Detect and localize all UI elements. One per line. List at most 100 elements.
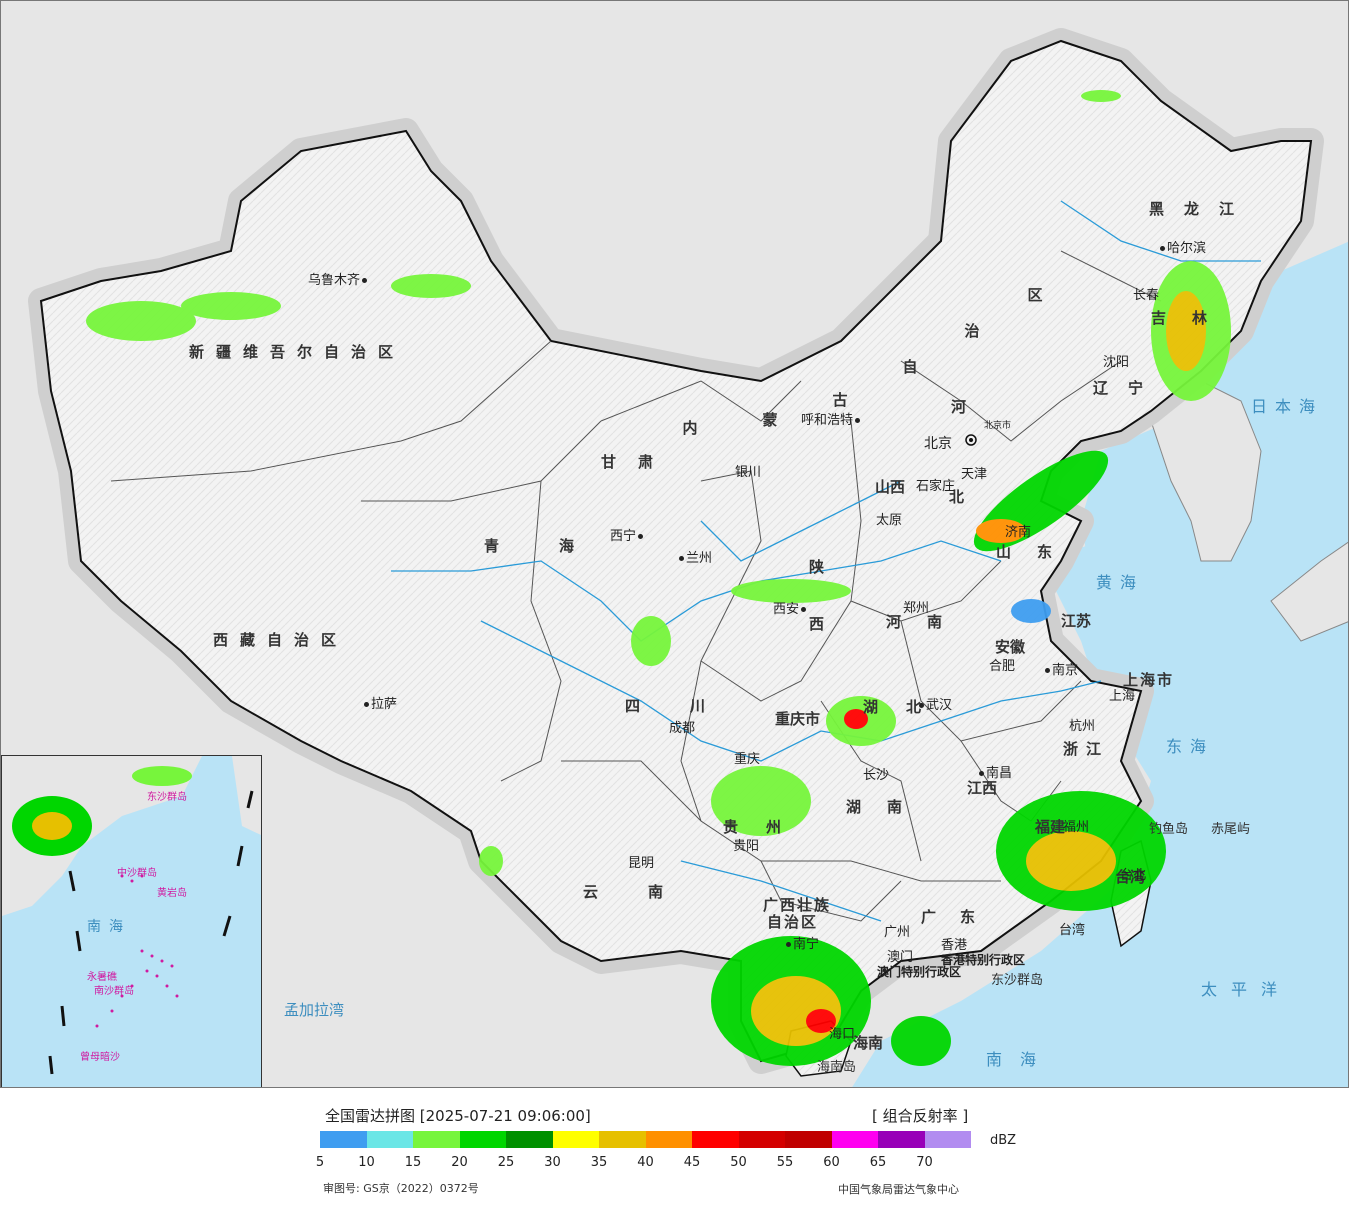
inset-nansha: 南沙群岛 bbox=[94, 986, 134, 997]
city-yinchuan: 银川 bbox=[735, 465, 762, 480]
legend-product: [ 组合反射率 ] bbox=[872, 1107, 969, 1125]
prov-guangdong: 广东 bbox=[921, 908, 1000, 926]
city-lhasa: 拉萨 bbox=[362, 693, 397, 712]
legend-swatch bbox=[599, 1131, 646, 1148]
city-beijing: 北京 bbox=[924, 436, 952, 452]
legend-swatch bbox=[413, 1131, 460, 1148]
prov-zhejiang: 浙江 bbox=[1063, 740, 1110, 758]
city-dot bbox=[679, 556, 684, 561]
island-dongsha: 东沙群岛 bbox=[991, 973, 1044, 988]
echo-heilongjiang bbox=[1081, 90, 1121, 102]
echo-sichuan bbox=[631, 616, 671, 666]
prov-hunan: 湖南 bbox=[846, 798, 929, 816]
prov-yunnan: 云南 bbox=[583, 883, 714, 901]
inset-nine-dash bbox=[48, 790, 254, 1075]
city-dot bbox=[801, 607, 807, 612]
echo-shandong-core bbox=[976, 519, 1026, 543]
legend-swatch bbox=[924, 1131, 971, 1148]
inset-islands bbox=[95, 874, 179, 1028]
prov-guizhou: 贵州 bbox=[723, 818, 810, 836]
rivers bbox=[391, 200, 1261, 922]
city-zhengzhou: 郑州 bbox=[903, 601, 930, 616]
sea-south: 南海 bbox=[986, 1050, 1055, 1069]
prov-guangxi-1: 广西壮族 bbox=[763, 896, 832, 914]
city-chengdu: 成都 bbox=[669, 721, 696, 736]
city-xian: 西安 bbox=[773, 598, 808, 617]
city-dot bbox=[786, 942, 791, 947]
city-dot bbox=[364, 702, 369, 707]
japan-land bbox=[1270, 541, 1348, 642]
legend-swatch bbox=[645, 1131, 692, 1148]
city-taipei: 台北 bbox=[1120, 868, 1147, 883]
legend-tick: 25 bbox=[497, 1155, 515, 1170]
city-changsha: 长沙 bbox=[863, 768, 890, 783]
island-chiwei: 赤尾屿 bbox=[1211, 822, 1251, 837]
legend-swatch bbox=[506, 1131, 553, 1148]
inset-huangyan: 黄岩岛 bbox=[157, 888, 187, 899]
city-nanchang: 南昌 bbox=[977, 762, 1012, 781]
prov-hebei-2: 北 bbox=[949, 488, 965, 506]
echo-xinjiang-west bbox=[86, 301, 196, 341]
legend-swatch bbox=[552, 1131, 599, 1148]
prov-inner-mongolia-4: 自 bbox=[902, 358, 918, 376]
legend-swatch bbox=[878, 1131, 925, 1148]
south-china-sea-inset: 南海 东沙群岛 中沙群岛 黄岩岛 永暑礁 南沙群岛 曾母暗沙 bbox=[1, 755, 262, 1087]
prov-inner-mongolia-3: 古 bbox=[832, 391, 848, 409]
echo-fujian-core bbox=[1026, 831, 1116, 891]
inset-echo-north bbox=[132, 766, 192, 786]
city-hongkong: 香港 bbox=[941, 938, 968, 953]
prov-guangxi-2: 自治区 bbox=[767, 913, 819, 931]
city-kunming: 昆明 bbox=[628, 856, 655, 871]
china-land bbox=[39, 39, 1313, 1063]
city-lanzhou: 兰州 bbox=[677, 547, 712, 566]
inset-dongsha: 东沙群岛 bbox=[147, 792, 187, 803]
prov-anhui: 安徽 bbox=[995, 638, 1026, 656]
inset-south-sea: 南海 bbox=[87, 919, 131, 935]
echo-hubei-core bbox=[844, 709, 868, 729]
prov-shanghai: 上海市 bbox=[1123, 671, 1175, 689]
legend-colorbar bbox=[320, 1131, 971, 1148]
legend-tick: 50 bbox=[730, 1155, 747, 1170]
city-urumqi: 乌鲁木齐 bbox=[308, 269, 369, 288]
prov-henan: 河南 bbox=[886, 613, 969, 631]
echo-jiangsu bbox=[1011, 599, 1051, 623]
inset-land-east bbox=[232, 756, 261, 836]
city-wuhan: 武汉 bbox=[917, 694, 952, 713]
capital-marker-dot bbox=[969, 438, 973, 442]
inset-zhongsha: 中沙群岛 bbox=[117, 868, 157, 879]
city-chongqing: 重庆 bbox=[734, 752, 761, 767]
review-number: 审图号: GS京（2022）0372号 bbox=[323, 1182, 479, 1195]
province-borders bbox=[110, 250, 1162, 922]
legend-swatch bbox=[831, 1131, 878, 1148]
prov-tibet: 西藏自治区 bbox=[213, 631, 349, 649]
legend-tick: 20 bbox=[451, 1155, 468, 1170]
city-dot bbox=[638, 534, 644, 539]
city-nanjing: 南京 bbox=[1043, 659, 1078, 678]
legend-title: 全国雷达拼图 [2025-07-21 09:06:00] bbox=[325, 1107, 591, 1125]
city-tianjin: 天津 bbox=[961, 467, 988, 482]
prov-jilin: 吉林 bbox=[1151, 309, 1234, 327]
city-haikou: 海口 bbox=[829, 1027, 856, 1042]
city-guiyang: 贵阳 bbox=[733, 839, 760, 854]
echo-hainan-core bbox=[806, 1009, 836, 1033]
city-hohhot: 呼和浩特 bbox=[801, 409, 862, 428]
island-diaoyu: 钓鱼岛 bbox=[1149, 822, 1189, 837]
legend-tick: 70 bbox=[916, 1155, 933, 1170]
prov-liaoning: 辽宁 bbox=[1093, 379, 1164, 397]
legend-tick: 60 bbox=[823, 1155, 840, 1170]
inset-yongshu: 永暑礁 bbox=[87, 972, 117, 983]
city-shenyang: 沈阳 bbox=[1103, 355, 1130, 370]
legend-tick: 65 bbox=[869, 1155, 887, 1170]
legend-swatch bbox=[320, 1131, 367, 1148]
city-taiwan: 台湾 bbox=[1059, 923, 1086, 938]
prov-sichuan: 四川 bbox=[625, 697, 756, 715]
sea-yellow: 黄海 bbox=[1096, 573, 1145, 592]
echo-xinjiang-mid bbox=[181, 292, 281, 320]
city-macau: 澳门 bbox=[887, 950, 914, 965]
prov-shaanxi-2: 西 bbox=[809, 615, 825, 633]
prov-jiangxi: 江西 bbox=[967, 779, 998, 797]
city-shanghai: 上海 bbox=[1109, 689, 1136, 704]
capital-marker bbox=[965, 434, 977, 446]
prov-xinjiang: 新疆维吾尔自治区 bbox=[189, 343, 406, 361]
prov-hainan: 海南 bbox=[853, 1034, 884, 1052]
